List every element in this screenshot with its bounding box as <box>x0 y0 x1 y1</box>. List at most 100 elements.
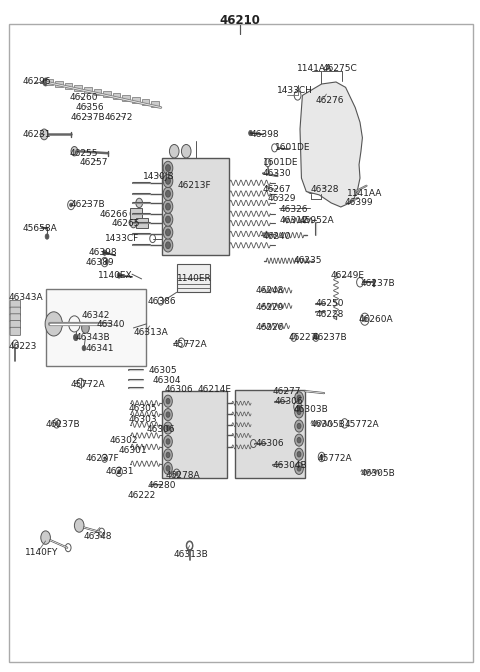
Text: 46306: 46306 <box>146 425 175 434</box>
Text: 46304B: 46304B <box>273 460 307 470</box>
Text: 46226: 46226 <box>255 323 284 333</box>
Circle shape <box>166 190 170 197</box>
Text: 46329: 46329 <box>268 194 296 204</box>
FancyBboxPatch shape <box>10 307 21 315</box>
Circle shape <box>297 423 301 429</box>
Text: 46305: 46305 <box>129 404 157 413</box>
Circle shape <box>181 144 191 158</box>
Circle shape <box>166 165 170 171</box>
Text: 46312: 46312 <box>279 216 308 225</box>
Text: 1430JB: 1430JB <box>143 171 175 181</box>
Bar <box>55 81 63 87</box>
Circle shape <box>297 437 301 443</box>
Text: 46303B: 46303B <box>294 405 328 415</box>
Circle shape <box>163 200 173 214</box>
Circle shape <box>40 129 48 140</box>
FancyBboxPatch shape <box>10 300 21 308</box>
Circle shape <box>130 209 137 218</box>
Bar <box>130 208 142 219</box>
Text: 46210: 46210 <box>219 13 261 27</box>
Text: 46260: 46260 <box>70 93 98 102</box>
Circle shape <box>363 317 367 322</box>
Text: 46302: 46302 <box>109 435 138 445</box>
Text: 46398: 46398 <box>251 130 279 139</box>
Text: 46305B: 46305B <box>361 469 396 478</box>
Circle shape <box>314 142 318 147</box>
Circle shape <box>117 273 121 278</box>
Text: 46267: 46267 <box>263 185 291 194</box>
Circle shape <box>324 138 328 144</box>
Text: 1601DE: 1601DE <box>275 143 310 153</box>
Circle shape <box>166 412 170 417</box>
Text: 46237B: 46237B <box>361 279 396 288</box>
Text: 46341: 46341 <box>85 343 114 353</box>
Bar <box>136 218 148 228</box>
Circle shape <box>136 198 143 208</box>
Text: 46296: 46296 <box>23 77 51 87</box>
Text: 46305: 46305 <box>149 366 178 376</box>
Text: 46306: 46306 <box>164 385 193 394</box>
Text: 46237F: 46237F <box>85 454 119 463</box>
Circle shape <box>297 395 301 401</box>
Text: 46342: 46342 <box>82 311 110 321</box>
Text: 46276: 46276 <box>316 96 344 106</box>
Text: 1140ER: 1140ER <box>177 274 211 284</box>
Text: 45772A: 45772A <box>71 380 106 389</box>
Circle shape <box>295 448 303 460</box>
Circle shape <box>322 169 326 174</box>
Text: 46277: 46277 <box>273 386 301 396</box>
Circle shape <box>104 457 106 460</box>
Text: 1140EX: 1140EX <box>98 271 133 280</box>
Bar <box>103 91 111 97</box>
Circle shape <box>295 462 303 474</box>
Text: 46248: 46248 <box>255 286 284 295</box>
FancyBboxPatch shape <box>10 321 21 329</box>
Text: 46343B: 46343B <box>76 333 110 342</box>
Circle shape <box>103 250 107 255</box>
Circle shape <box>175 472 178 476</box>
Circle shape <box>295 392 303 404</box>
Text: 46328: 46328 <box>311 185 339 194</box>
Circle shape <box>315 105 319 110</box>
Bar <box>74 85 82 91</box>
Text: 46237B: 46237B <box>313 333 348 342</box>
Circle shape <box>105 260 108 264</box>
Text: 46280: 46280 <box>148 480 176 490</box>
Text: 46257: 46257 <box>79 158 108 167</box>
Text: 46235: 46235 <box>294 256 322 265</box>
Text: 46306: 46306 <box>275 397 303 407</box>
Text: 46229: 46229 <box>255 303 284 312</box>
Text: 46326: 46326 <box>279 205 308 214</box>
Text: 46265: 46265 <box>111 219 140 228</box>
Circle shape <box>130 218 137 228</box>
Circle shape <box>73 334 78 341</box>
Text: 46301: 46301 <box>119 446 148 455</box>
Text: 46249E: 46249E <box>330 271 364 280</box>
Circle shape <box>166 466 170 471</box>
Text: 46255: 46255 <box>70 149 98 158</box>
Circle shape <box>320 455 323 459</box>
Text: 46278A: 46278A <box>166 471 200 480</box>
Circle shape <box>70 203 72 207</box>
Circle shape <box>82 323 89 333</box>
Text: 46223: 46223 <box>9 342 37 351</box>
Text: 46356: 46356 <box>76 103 105 112</box>
Circle shape <box>41 531 50 544</box>
Circle shape <box>43 78 48 86</box>
Text: 46237B: 46237B <box>46 420 80 429</box>
Text: 46330: 46330 <box>263 169 292 178</box>
Text: 46306: 46306 <box>255 439 284 448</box>
Circle shape <box>82 345 86 351</box>
Text: 45952A: 45952A <box>300 216 335 225</box>
Bar <box>142 99 149 105</box>
Text: 46313A: 46313A <box>133 328 168 337</box>
Circle shape <box>295 434 303 446</box>
Circle shape <box>71 146 78 156</box>
Text: 46250: 46250 <box>316 299 344 308</box>
Circle shape <box>164 409 172 421</box>
Text: 1141AA: 1141AA <box>347 189 382 198</box>
Circle shape <box>297 409 301 415</box>
Bar <box>235 390 305 478</box>
Circle shape <box>327 124 331 129</box>
Circle shape <box>166 216 170 223</box>
